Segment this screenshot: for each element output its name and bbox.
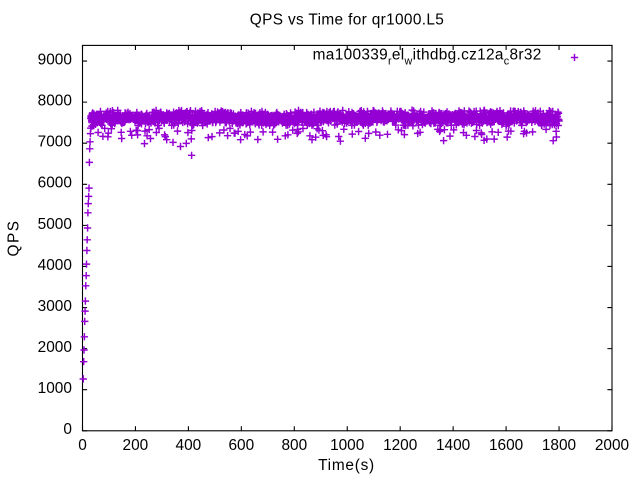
svg-text:7000: 7000 (38, 134, 72, 151)
svg-text:5000: 5000 (38, 216, 72, 233)
svg-text:6000: 6000 (38, 175, 72, 192)
svg-text:9000: 9000 (38, 51, 72, 68)
svg-text:800: 800 (281, 437, 307, 454)
svg-text:400: 400 (176, 437, 202, 454)
svg-text:8000: 8000 (38, 93, 72, 110)
svg-text:QPS vs Time for qr1000.L5: QPS vs Time for qr1000.L5 (250, 11, 444, 28)
svg-text:1000: 1000 (330, 437, 364, 454)
svg-text:ma100339relwithdbg.cz12ac8r32: ma100339relwithdbg.cz12ac8r32 (313, 46, 542, 67)
svg-text:600: 600 (228, 437, 254, 454)
svg-text:Time(s): Time(s) (318, 457, 375, 474)
svg-text:1400: 1400 (436, 437, 470, 454)
svg-text:1800: 1800 (542, 437, 576, 454)
svg-text:1200: 1200 (383, 437, 417, 454)
svg-text:4000: 4000 (38, 257, 72, 274)
svg-text:1600: 1600 (489, 437, 523, 454)
svg-text:3000: 3000 (38, 298, 72, 315)
svg-text:0: 0 (78, 437, 87, 454)
svg-text:2000: 2000 (38, 339, 72, 356)
svg-text:2000: 2000 (595, 437, 629, 454)
svg-text:200: 200 (123, 437, 149, 454)
svg-text:0: 0 (63, 421, 72, 438)
svg-text:1000: 1000 (38, 380, 72, 397)
svg-text:QPS: QPS (5, 219, 22, 256)
